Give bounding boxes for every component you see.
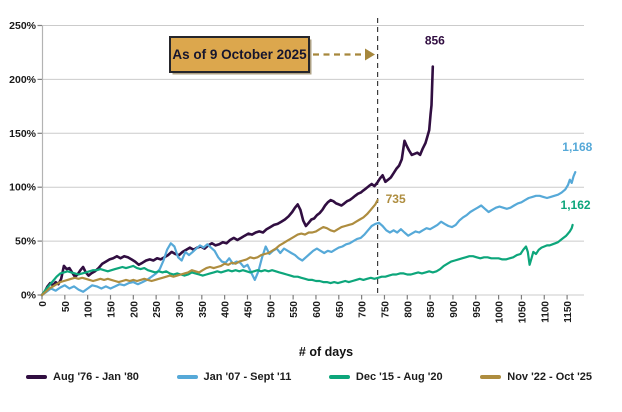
legend-swatch-icon bbox=[176, 375, 198, 379]
legend-item-2: Dec '15 - Aug '20 bbox=[328, 371, 443, 383]
legend-item-3: Nov '22 - Oct '25 bbox=[480, 371, 592, 383]
x-tick-label: 750 bbox=[380, 301, 391, 318]
plot-gridlines bbox=[42, 25, 584, 296]
end-label-1: 1,168 bbox=[562, 140, 592, 154]
legend-item-1: Jan '07 - Sept '11 bbox=[176, 371, 292, 383]
series-lines bbox=[40, 65, 577, 297]
y-tick-label: 250% bbox=[9, 20, 37, 32]
x-tick-label: 850 bbox=[426, 301, 437, 318]
x-tick-label: 800 bbox=[403, 301, 414, 318]
x-tick-label: 1100 bbox=[540, 301, 551, 323]
annotation-group: As of 9 October 2025 bbox=[169, 36, 375, 75]
x-tick-label: 50 bbox=[61, 301, 72, 313]
legend-label: Aug '76 - Jan '80 bbox=[53, 371, 139, 383]
y-tick-label: 200% bbox=[9, 74, 37, 86]
legend-swatch-icon bbox=[26, 375, 47, 379]
x-tick-label: 600 bbox=[312, 301, 323, 318]
legend-swatch-icon bbox=[480, 375, 502, 379]
x-tick-label: 350 bbox=[198, 301, 209, 318]
annotation-box bbox=[169, 36, 310, 73]
x-axis-title: # of days bbox=[299, 345, 353, 359]
x-tick-label: 900 bbox=[449, 301, 460, 318]
x-tick-label: 650 bbox=[335, 301, 346, 318]
x-tick-label: 1000 bbox=[495, 301, 506, 324]
x-tick-label: 700 bbox=[358, 301, 369, 318]
legend-item-0: Aug '76 - Jan '80 bbox=[26, 371, 139, 383]
annotation-text: As of 9 October 2025 bbox=[172, 47, 307, 62]
y-tick-label: 0% bbox=[21, 290, 37, 302]
y-tick-label: 50% bbox=[15, 236, 37, 248]
x-tick-label: 1050 bbox=[517, 301, 528, 324]
end-label-2: 1,162 bbox=[561, 198, 591, 212]
legend-label: Jan '07 - Sept '11 bbox=[203, 371, 292, 383]
x-tick-label: 950 bbox=[472, 301, 483, 318]
series-line-2 bbox=[40, 223, 574, 297]
x-tick-label: 500 bbox=[266, 301, 277, 318]
end-label-0: 856 bbox=[425, 33, 445, 47]
x-tick-label: 250 bbox=[152, 301, 163, 318]
chart-legend: Aug '76 - Jan '80 Jan '07 - Sept '11 Dec '… bbox=[0, 371, 622, 383]
x-tick-label: 1150 bbox=[563, 301, 574, 323]
series-line-1 bbox=[40, 171, 577, 297]
x-tick-label: 450 bbox=[243, 301, 254, 318]
series-line-0 bbox=[40, 65, 435, 297]
y-tick-label: 100% bbox=[9, 182, 37, 194]
x-tick-label: 200 bbox=[129, 301, 140, 318]
annotation-arrowhead-icon bbox=[365, 48, 375, 61]
x-tick-label: 400 bbox=[221, 301, 232, 318]
series-end-labels: 856 1,168 1,162 735 bbox=[386, 33, 593, 211]
series-line-3 bbox=[40, 199, 379, 297]
legend-swatch-icon bbox=[328, 375, 350, 379]
x-tick-label: 550 bbox=[289, 301, 300, 318]
legend-label: Dec '15 - Aug '20 bbox=[355, 371, 443, 383]
y-tick-label: 150% bbox=[9, 128, 37, 140]
x-tick-label: 0 bbox=[38, 301, 49, 307]
legend-label: Nov '22 - Oct '25 bbox=[507, 371, 592, 383]
plot-axes: 0% 50% 100% 150% 200% 250% 0 50 100 150 200 250 300 3… bbox=[9, 20, 574, 323]
chart-canvas: 0% 50% 100% 150% 200% 250% 0 50 100 150 200 250 300 3… bbox=[9, 18, 593, 359]
x-tick-label: 100 bbox=[84, 301, 95, 318]
x-tick-label: 150 bbox=[106, 301, 117, 318]
x-tick-label: 300 bbox=[175, 301, 186, 318]
end-label-3: 735 bbox=[386, 192, 406, 206]
